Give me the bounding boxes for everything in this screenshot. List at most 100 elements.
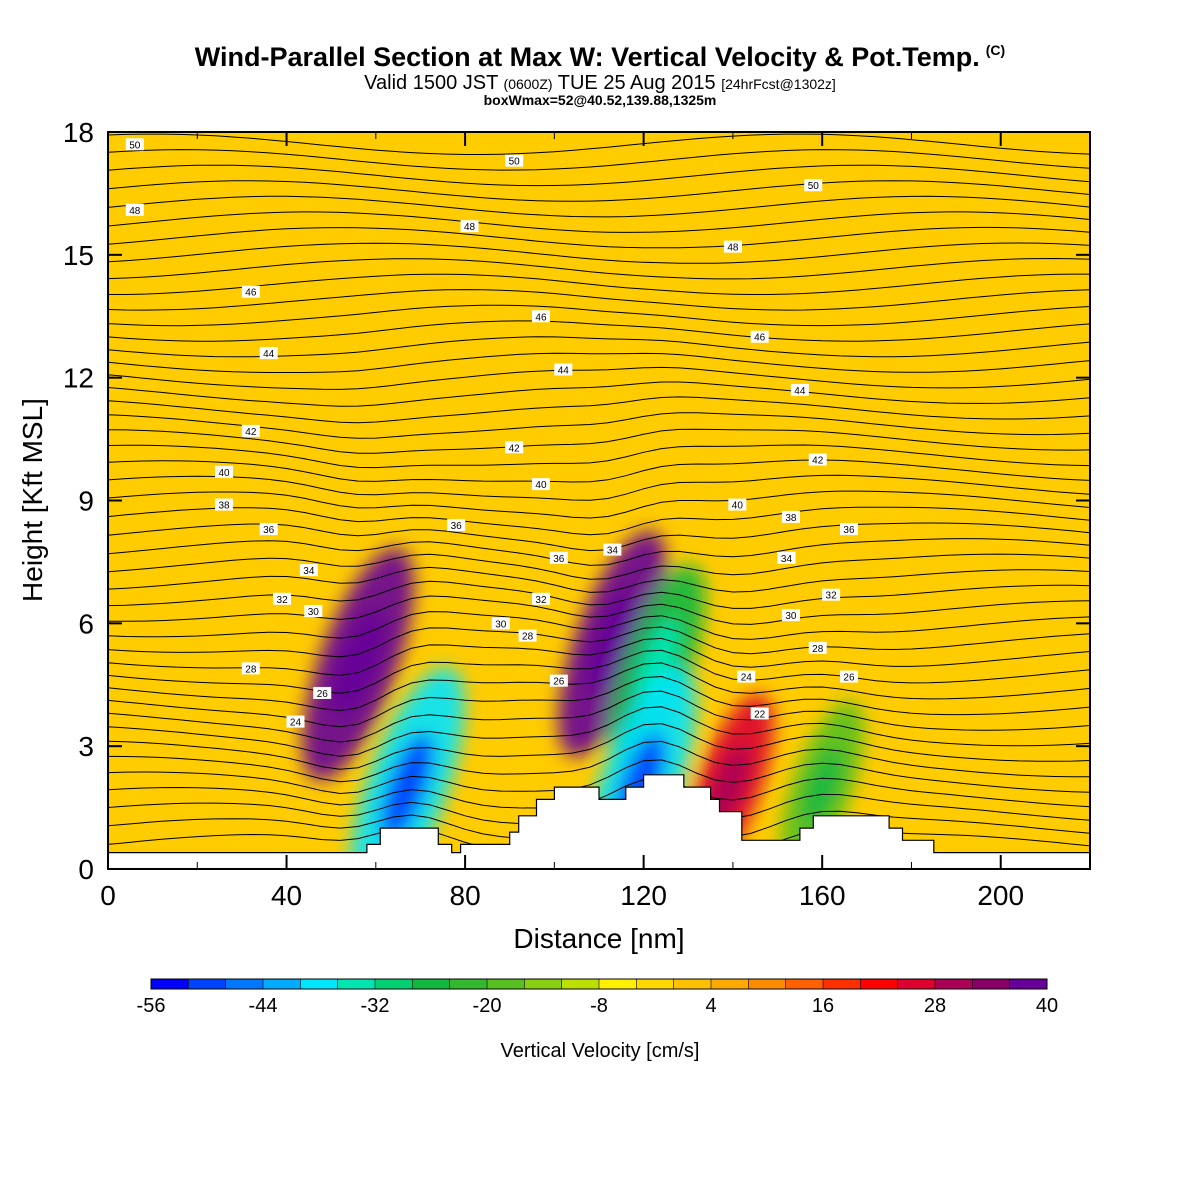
feature-peak-0 — [332, 611, 384, 717]
isentrope-line — [108, 566, 1090, 593]
contour-label-text: 24 — [741, 673, 753, 684]
contour-label-text: 38 — [218, 501, 230, 512]
colorbar-swatch — [300, 979, 339, 989]
x-tick-label: 200 — [977, 880, 1024, 911]
contour-label: 40 — [531, 478, 550, 491]
contour-label-text: 44 — [558, 365, 570, 376]
contour-label: 32 — [822, 588, 841, 602]
isentrope-line — [108, 637, 1090, 676]
contour-label-text: 40 — [732, 501, 744, 512]
contour-label: 28 — [241, 662, 260, 675]
isentrope-line — [108, 740, 1090, 783]
colorbar-tick-label: 28 — [924, 995, 946, 1017]
colorbar-swatch — [337, 979, 376, 989]
colorbar-tick-label: 40 — [1036, 995, 1058, 1017]
y-axis-label: Height [Kft MSL] — [17, 398, 48, 602]
contour-label-text: 30 — [308, 607, 320, 618]
contour-label-text: 40 — [535, 480, 547, 491]
contour-label: 50 — [505, 154, 524, 168]
contour-label: 26 — [839, 670, 858, 684]
feature-peak-1 — [381, 733, 433, 842]
colorbar-tick-label: 16 — [812, 995, 834, 1017]
contour-label: 38 — [215, 498, 234, 512]
contour-label-text: 34 — [781, 554, 793, 565]
contour-label-text: 42 — [509, 443, 521, 454]
contour-label-text: 40 — [218, 468, 230, 479]
colorbar-swatch — [972, 979, 1011, 989]
isentrope-line — [108, 759, 1090, 795]
plot-background — [108, 132, 1090, 869]
isentrope-line — [108, 381, 1090, 407]
colorbar-swatch — [1009, 979, 1048, 989]
y-tick-label: 9 — [78, 486, 94, 517]
contour-label: 44 — [790, 383, 809, 397]
contour-label: 34 — [603, 543, 622, 557]
contour-label-text: 44 — [263, 349, 275, 360]
isentrope-line — [108, 320, 1090, 342]
contour-label-text: 26 — [843, 673, 855, 684]
colorbar-tick-label: -20 — [473, 995, 502, 1017]
isentrope-line — [108, 626, 1090, 658]
terrain — [107, 774, 1091, 870]
contour-label-text: 28 — [245, 664, 257, 675]
contour-label: 40 — [728, 498, 747, 512]
contour-label-text: 36 — [451, 521, 463, 532]
contour-label-text: 50 — [129, 140, 141, 151]
y-tick-label: 6 — [78, 608, 94, 639]
colorbar-swatch — [263, 979, 301, 989]
isentrope-line — [108, 649, 1090, 694]
contour-label: 34 — [299, 564, 318, 577]
colorbar-swatch — [860, 979, 899, 989]
contour-label: 28 — [518, 629, 537, 643]
contour-label-text: 36 — [263, 525, 275, 536]
isentrope-line — [108, 352, 1090, 373]
contour-label-text: 48 — [727, 243, 739, 254]
terrain-profile — [107, 774, 1091, 870]
isentrope-line — [108, 675, 1090, 728]
colorbar-label: Vertical Velocity [cm/s] — [501, 1040, 700, 1062]
colorbar-swatch — [225, 979, 264, 989]
title-mark: (C) — [985, 42, 1006, 58]
colorbar-swatch — [636, 979, 675, 989]
colorbar: -56 -44 -32 -20 -8 4 16 28 40 — [137, 978, 1058, 1017]
contour-label: 46 — [241, 285, 260, 299]
isentrope-line — [108, 506, 1090, 536]
colorbar-tick-label: -44 — [249, 995, 278, 1017]
x-tick-label: 80 — [450, 880, 481, 911]
x-tick-label: 0 — [100, 880, 116, 911]
colorbar-swatch — [487, 979, 525, 989]
contour-label: 46 — [531, 310, 550, 323]
contour-label-text: 32 — [826, 591, 838, 602]
box-note: boxWmax=52@40.52,139.88,1325m — [483, 92, 717, 108]
isentrope-line — [108, 595, 1090, 625]
isentrope-line — [108, 195, 1090, 218]
contour-label: 50 — [125, 138, 144, 151]
contour-label-text: 28 — [522, 632, 534, 643]
isentrope-line — [108, 706, 1090, 757]
feature-peak-3 — [635, 619, 679, 710]
colorbar-frame — [150, 978, 1048, 990]
contour-label-text: 42 — [812, 456, 824, 467]
contour-label: 28 — [808, 641, 827, 655]
colorbar-swatch — [151, 979, 189, 989]
isentrope-line — [108, 580, 1090, 609]
contour-label: 38 — [781, 510, 800, 524]
contour-label: 48 — [460, 220, 479, 233]
isentrope-line — [108, 257, 1090, 280]
contour-label-text: 32 — [535, 595, 547, 606]
contour-label: 30 — [781, 609, 800, 622]
valid-utc: (0600Z) — [503, 76, 553, 92]
contour-label: 34 — [777, 551, 796, 565]
isentrope-line — [108, 211, 1090, 233]
x-tick-label: 40 — [271, 880, 302, 911]
contour-label-text: 30 — [785, 611, 797, 622]
feature-peak-6 — [803, 748, 842, 826]
isentrope-line — [108, 366, 1090, 390]
contour-label: 22 — [750, 707, 769, 720]
colorbar-swatch — [449, 979, 488, 989]
contour-label: 42 — [808, 453, 827, 467]
isentrope-line — [108, 553, 1090, 580]
contour-label-text: 34 — [303, 566, 315, 577]
isentrope-line — [108, 133, 1090, 155]
contour-label: 32 — [531, 592, 550, 606]
